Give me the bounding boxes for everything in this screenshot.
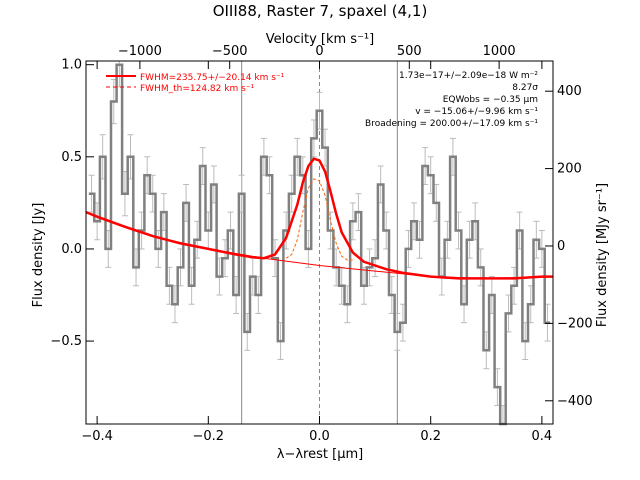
axes: −0.4 −0.2 0.0 0.2 0.4 −1000 −500 0 500 1000 −0.5 0.… xyxy=(50,44,592,444)
v-tick-label-3: 500 xyxy=(397,44,422,59)
annotation-eqw: EQWobs = −0.35 μm xyxy=(443,95,538,105)
v-tick-label-0: −1000 xyxy=(118,44,162,59)
x-tick-label-4: 0.4 xyxy=(532,429,553,444)
v-tick-label-1: −500 xyxy=(212,44,248,59)
y-tick-label-1: 0.0 xyxy=(61,242,82,257)
v-tick-label-2: 0 xyxy=(315,44,323,59)
y-tick-label-3: 1.0 xyxy=(61,58,82,73)
annotation-velocity: v = −15.06+/−9.96 km s⁻¹ xyxy=(415,107,538,117)
legend-label-thermal: FWHM_th=124.82 km s⁻¹ xyxy=(140,84,255,94)
y-axis-label-right: Flux density [MJy sr⁻¹] xyxy=(595,183,610,327)
y-tick-label-0: −0.5 xyxy=(50,334,82,349)
continuum-line xyxy=(85,211,554,279)
legend: FWHM=235.75+/−20.14 km s⁻¹ FWHM_th=124.8… xyxy=(106,73,285,94)
y2-tick-label-2: 0 xyxy=(557,239,565,254)
y2-tick-label-4: 400 xyxy=(557,84,582,99)
plot-area xyxy=(85,60,554,426)
thermal-line-line xyxy=(285,178,353,261)
data-step-line xyxy=(88,63,551,426)
top-axis-label: Velocity [km s⁻¹] xyxy=(266,32,374,47)
x-axis-label: λ−λrest [μm] xyxy=(277,447,363,462)
x-tick-label-0: −0.4 xyxy=(81,429,113,444)
legend-label-fit: FWHM=235.75+/−20.14 km s⁻¹ xyxy=(140,73,285,83)
fit-annotations: 1.73e−17+/−2.09e−18 W m⁻² 8.27σ EQWobs =… xyxy=(365,71,538,129)
v-tick-label-4: 1000 xyxy=(483,44,516,59)
x-tick-label-3: 0.2 xyxy=(420,429,441,444)
annotation-flux: 1.73e−17+/−2.09e−18 W m⁻² xyxy=(399,71,538,81)
y2-tick-label-3: 200 xyxy=(557,162,582,177)
annotation-broadening: Broadening = 200.00+/−17.09 km s⁻¹ xyxy=(365,119,538,129)
x-tick-label-2: 0.0 xyxy=(309,429,330,444)
y2-tick-label-1: −200 xyxy=(557,316,593,331)
annotation-sigma: 8.27σ xyxy=(512,83,538,93)
chart-title: OIII88, Raster 7, spaxel (4,1) xyxy=(213,2,428,20)
x-tick-label-1: −0.2 xyxy=(193,429,225,444)
y2-tick-label-0: −400 xyxy=(557,394,593,409)
y-tick-label-2: 0.5 xyxy=(61,150,82,165)
y-axis-label-left: Flux density [Jy] xyxy=(31,203,46,308)
